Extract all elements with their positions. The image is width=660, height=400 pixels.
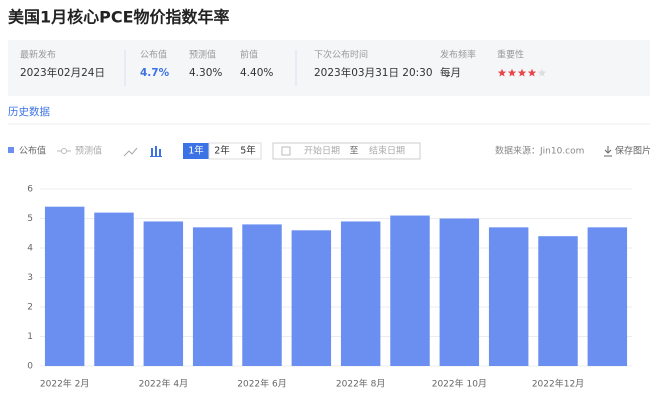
y-tick-label: 5: [27, 214, 33, 224]
range-label[interactable]: 2年: [214, 145, 230, 157]
y-tick-label: 4: [27, 244, 33, 254]
x-tick-label: 2022年 10月: [432, 378, 487, 390]
importance-star: [527, 68, 537, 77]
info-label: 最新发布: [20, 49, 56, 61]
bar: [538, 236, 578, 366]
y-tick-label: 6: [27, 185, 33, 195]
range-button[interactable]: [208, 142, 262, 160]
legend-label[interactable]: 预测值: [75, 145, 102, 157]
info-value: 4.30%: [189, 67, 222, 79]
x-tick-label: 2022年 6月: [237, 378, 287, 390]
history-tab[interactable]: 历史数据: [8, 105, 50, 118]
info-value: 2023年02月24日: [20, 66, 105, 79]
range-label[interactable]: 5年: [240, 145, 256, 157]
bar: [291, 230, 332, 366]
info-value: 4.40%: [240, 67, 273, 79]
importance-star: [537, 68, 547, 77]
bar-chart-icon[interactable]: [150, 146, 162, 157]
calendar-icon: [281, 146, 291, 156]
info-label: 前值: [240, 49, 258, 61]
info-value: 4.7%: [140, 67, 170, 79]
info-value: 每月: [440, 66, 461, 79]
bar: [242, 224, 282, 366]
bar: [340, 221, 381, 366]
data-source: 数据来源：Jin10.com: [495, 145, 584, 157]
x-tick-label: 2022年 2月: [40, 378, 90, 390]
x-tick-label: 2022年 8月: [336, 378, 386, 390]
range-label[interactable]: 1年: [188, 145, 204, 157]
info-label: 下次公布时间: [314, 49, 368, 61]
importance-star: [507, 68, 517, 77]
date-range-input[interactable]: [272, 142, 421, 160]
bar: [439, 218, 480, 366]
end-date[interactable]: 结束日期: [369, 145, 405, 157]
bar: [143, 221, 184, 366]
info-label: 公布值: [140, 49, 167, 61]
save-image[interactable]: 保存图片: [615, 145, 651, 157]
line-chart-icon[interactable]: [123, 147, 138, 157]
importance-star: [497, 68, 507, 77]
info-label: 发布频率: [440, 49, 476, 61]
bar: [192, 227, 233, 366]
info-value: 2023年03月31日 20:30: [314, 66, 433, 79]
legend-label[interactable]: 公布值: [19, 145, 46, 157]
importance-stars: [497, 68, 547, 77]
y-tick-label: 1: [27, 332, 33, 342]
info-label: 重要性: [497, 49, 524, 61]
bar: [390, 215, 430, 366]
bar: [94, 212, 134, 366]
info-panel: [8, 40, 650, 96]
bar: [587, 227, 628, 366]
x-tick-label: 2022年 4月: [139, 378, 189, 390]
legend-dot: [61, 148, 67, 154]
x-tick-label: 2022年12月: [532, 378, 584, 390]
y-tick-label: 0: [27, 362, 33, 372]
info-label: 预测值: [189, 49, 216, 61]
date-separator: 至: [349, 146, 358, 157]
importance-star: [517, 68, 527, 77]
bar: [44, 206, 85, 366]
page-title: 美国1月核心PCE物价指数年率: [8, 8, 230, 27]
range-button-active[interactable]: [183, 143, 209, 159]
y-tick-label: 2: [27, 303, 33, 313]
download-icon[interactable]: [604, 146, 612, 157]
start-date[interactable]: 开始日期: [304, 145, 340, 157]
legend-swatch: [8, 147, 14, 153]
y-tick-label: 3: [27, 273, 33, 283]
bar: [488, 227, 529, 366]
